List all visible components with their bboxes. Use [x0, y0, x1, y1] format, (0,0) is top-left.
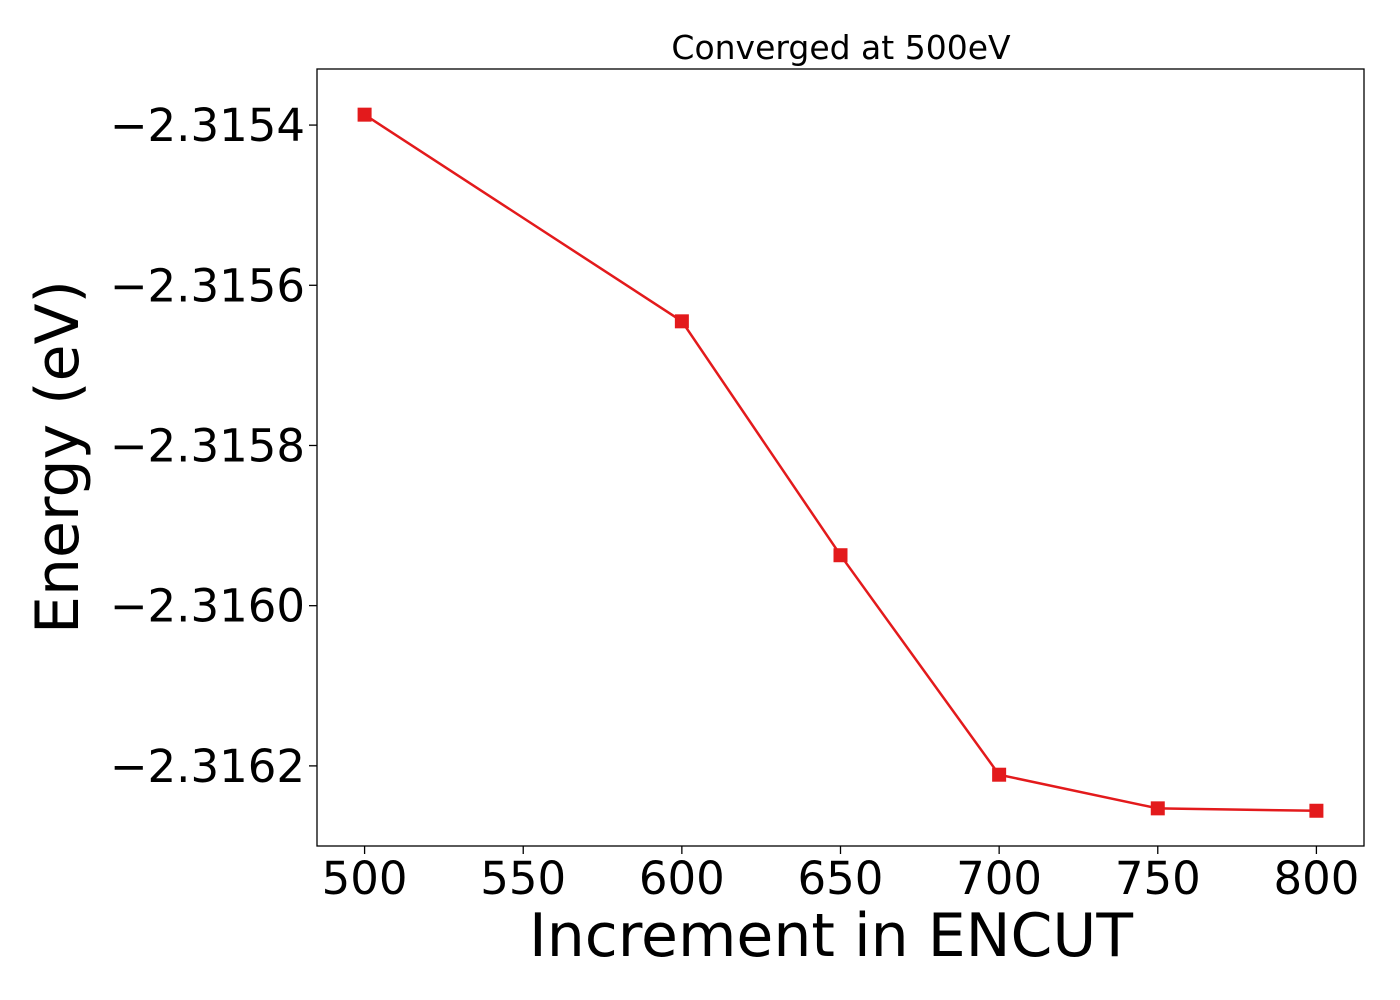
y-axis-title: Energy (eV) [23, 280, 93, 634]
data-point-marker [1309, 803, 1324, 818]
data-point-marker [992, 767, 1007, 782]
y-tick-label: −2.3156 [110, 259, 305, 312]
x-tick-label: 500 [322, 852, 408, 905]
x-axis-ticks: 500 550 600 650 700 750 800 [322, 846, 1359, 905]
y-tick-label: −2.3154 [110, 99, 305, 152]
y-axis-ticks: −2.3154 −2.3156 −2.3158 −2.3160 −2.3162 [110, 99, 317, 793]
x-tick-label: 650 [798, 852, 884, 905]
series-line [363, 113, 1317, 813]
x-tick-label: 800 [1273, 852, 1359, 905]
y-tick-label: −2.3160 [110, 580, 305, 633]
data-point-marker [357, 107, 372, 122]
y-tick-label: −2.3162 [110, 740, 305, 793]
x-axis-title: Increment in ENCUT [529, 901, 1133, 971]
y-tick-label: −2.3158 [110, 419, 305, 472]
data-point-marker [833, 548, 848, 563]
data-point-marker [674, 314, 689, 329]
data-point-marker [1150, 801, 1165, 816]
x-tick-label: 750 [1115, 852, 1201, 905]
chart-title: Converged at 500eV [671, 28, 1011, 67]
x-tick-label: 550 [480, 852, 566, 905]
series-markers [357, 107, 1324, 818]
plot-frame [316, 68, 1365, 847]
x-tick-label: 700 [956, 852, 1042, 905]
x-tick-label: 600 [639, 852, 725, 905]
